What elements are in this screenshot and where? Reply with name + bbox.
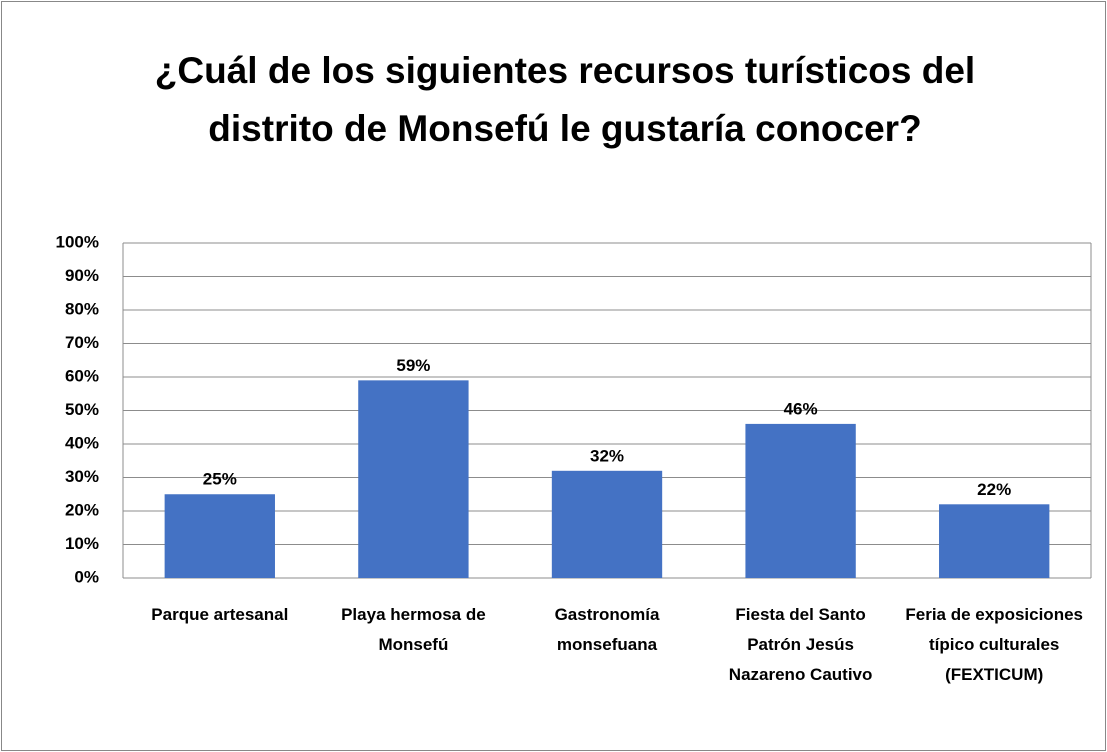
y-tick-label: 90%: [65, 266, 99, 285]
y-tick-label: 80%: [65, 299, 99, 318]
y-tick-label: 30%: [65, 467, 99, 486]
data-label: 46%: [784, 399, 818, 418]
bar: [939, 504, 1050, 578]
y-tick-label: 70%: [65, 333, 99, 352]
x-tick-label: Gastronomía monsefuana: [554, 605, 660, 654]
bar: [358, 380, 469, 578]
data-label: 59%: [396, 356, 430, 375]
y-tick-label: 60%: [65, 366, 99, 385]
bar: [551, 470, 663, 578]
x-tick-label: Feria de exposiciones típico culturales …: [905, 605, 1083, 684]
data-label: 32%: [590, 446, 624, 465]
bar: [745, 423, 856, 578]
y-tick-label: 50%: [65, 400, 99, 419]
data-label: 25%: [203, 470, 237, 489]
x-tick-label: Fiesta del Santo Patrón Jesús Nazareno C…: [728, 605, 873, 684]
y-tick-label: 0%: [74, 567, 99, 586]
y-tick-label: 100%: [56, 232, 99, 251]
y-tick-label: 10%: [65, 534, 99, 553]
y-tick-label: 40%: [65, 433, 99, 452]
data-label: 22%: [977, 480, 1011, 499]
x-tick-label: Playa hermosa de Monsefú: [341, 605, 486, 654]
chart-title: ¿Cuál de los siguientes recursos turísti…: [154, 50, 976, 149]
y-tick-label: 20%: [65, 500, 99, 519]
bar: [164, 494, 275, 578]
x-tick-label: Parque artesanal: [151, 605, 289, 624]
